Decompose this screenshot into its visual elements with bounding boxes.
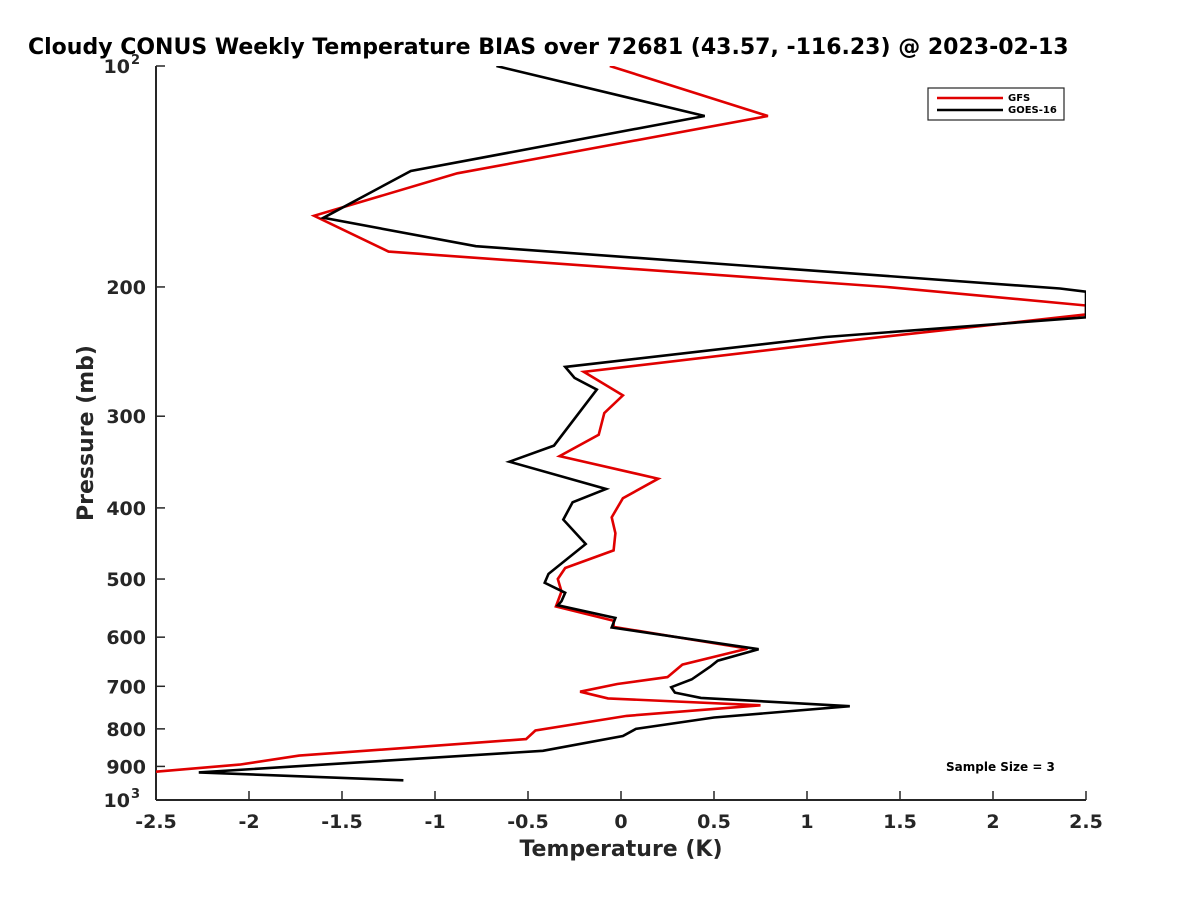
- y-axis-label: Pressure (mb): [74, 345, 99, 521]
- y-tick-label: 10: [104, 790, 130, 812]
- x-tick-label: -1: [424, 811, 445, 833]
- legend-box: [927, 87, 1065, 121]
- y-tick-exponent: 3: [131, 787, 140, 802]
- y-tick-exponent: 2: [131, 53, 140, 68]
- y-tick-label: 900: [106, 756, 146, 778]
- y-tick-label: 300: [106, 406, 146, 428]
- x-tick-label: -1.5: [321, 811, 363, 833]
- y-tick-label: 600: [106, 627, 146, 649]
- axes: [155, 66, 1086, 801]
- legend-goes16-label: GOES-16: [1008, 105, 1057, 116]
- sample-size-annotation: Sample Size = 3: [946, 760, 1055, 774]
- legend: GFS GOES-16: [927, 87, 1065, 121]
- x-axis-label: Temperature (K): [519, 837, 722, 862]
- x-tick-label: 2: [986, 811, 999, 833]
- x-tick-label: 0.5: [697, 811, 731, 833]
- y-tick-label: 400: [106, 498, 146, 520]
- series-line-goes-16: [198, 66, 1086, 782]
- y-tick-label: 500: [106, 569, 146, 591]
- y-tick-label: 10: [104, 56, 130, 78]
- x-tick-label: 1.5: [883, 811, 917, 833]
- legend-gfs-label: GFS: [1008, 93, 1030, 104]
- x-tick-label: 2.5: [1069, 811, 1103, 833]
- chart-title: Cloudy CONUS Weekly Temperature BIAS ove…: [28, 35, 1069, 60]
- x-ticks: -2.5 -2 -1.5 -1 -0.5 0 0.5 1 1.5 2 2.5: [135, 791, 1103, 833]
- series-layer: [156, 66, 1086, 782]
- y-tick-label: 700: [106, 676, 146, 698]
- x-tick-label: 1: [800, 811, 813, 833]
- x-tick-label: 0: [614, 811, 627, 833]
- y-tick-label: 200: [106, 277, 146, 299]
- x-tick-label: -0.5: [507, 811, 549, 833]
- x-tick-label: -2: [238, 811, 259, 833]
- x-tick-label: -2.5: [135, 811, 177, 833]
- y-tick-label: 800: [106, 719, 146, 741]
- series-line-gfs: [156, 66, 1086, 773]
